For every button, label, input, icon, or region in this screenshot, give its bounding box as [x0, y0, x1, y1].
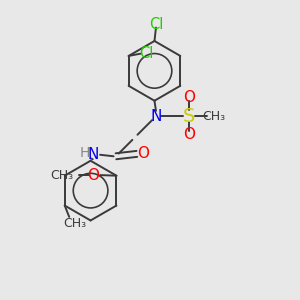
Text: O: O — [87, 168, 99, 183]
Text: O: O — [183, 90, 195, 105]
Text: S: S — [183, 107, 195, 126]
Text: CH₃: CH₃ — [64, 217, 87, 230]
Text: Cl: Cl — [139, 46, 154, 61]
Text: CH₃: CH₃ — [50, 169, 74, 182]
Text: O: O — [137, 146, 149, 161]
Text: N: N — [88, 147, 99, 162]
Text: CH₃: CH₃ — [202, 110, 226, 123]
Text: O: O — [183, 127, 195, 142]
Text: N: N — [150, 109, 162, 124]
Text: H: H — [80, 146, 90, 160]
Text: Cl: Cl — [149, 17, 163, 32]
